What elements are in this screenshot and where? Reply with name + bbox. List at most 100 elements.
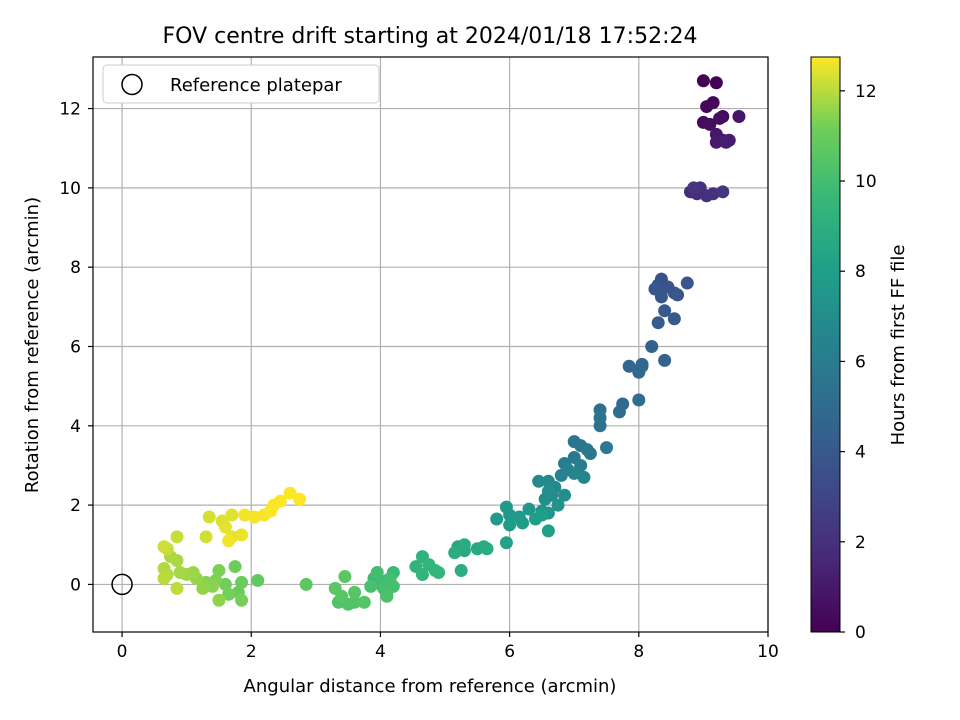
data-point xyxy=(658,353,672,367)
colorbar-tick-label: 10 xyxy=(855,172,877,192)
data-point xyxy=(357,595,371,609)
data-point xyxy=(170,530,184,544)
data-point xyxy=(348,585,362,599)
data-point xyxy=(457,538,471,552)
data-point xyxy=(202,510,216,524)
data-point xyxy=(600,441,614,455)
y-tick-label: 4 xyxy=(70,417,81,437)
data-point xyxy=(671,288,685,302)
colorbar-label: Hours from first FF file xyxy=(888,245,909,446)
y-ticks: 0 2 4 6 8 10 12 xyxy=(59,100,93,595)
data-point xyxy=(222,587,236,601)
data-point xyxy=(273,494,287,508)
data-point xyxy=(196,581,210,595)
data-point xyxy=(706,187,720,201)
data-point xyxy=(235,593,249,607)
plot-frame xyxy=(92,56,769,633)
data-point xyxy=(593,411,607,425)
data-point xyxy=(709,76,723,90)
data-point xyxy=(541,524,555,538)
data-point xyxy=(645,339,659,353)
data-point xyxy=(293,492,307,506)
data-point xyxy=(235,528,249,542)
y-tick-label: 6 xyxy=(70,337,81,357)
colorbar-tick-label: 2 xyxy=(855,533,866,553)
data-point xyxy=(490,512,504,526)
data-point xyxy=(173,566,187,580)
x-tick-label: 10 xyxy=(757,642,779,662)
data-point xyxy=(632,393,646,407)
data-point xyxy=(328,581,342,595)
data-point xyxy=(522,502,536,516)
data-points xyxy=(157,74,746,611)
data-point xyxy=(218,520,232,534)
data-point xyxy=(503,518,517,532)
data-point xyxy=(719,135,733,149)
data-point xyxy=(251,573,265,587)
data-point xyxy=(157,540,171,554)
data-point xyxy=(212,564,226,578)
data-point xyxy=(432,566,446,580)
data-point xyxy=(554,468,568,482)
colorbar-tick-label: 4 xyxy=(855,443,866,463)
colorbar-tick-label: 8 xyxy=(855,262,866,282)
data-point xyxy=(516,516,530,530)
colorbar-tick-label: 0 xyxy=(855,623,866,643)
data-point xyxy=(651,316,665,330)
legend-box xyxy=(102,64,380,104)
data-point xyxy=(380,589,394,603)
data-point xyxy=(687,181,701,195)
x-tick-label: 0 xyxy=(117,642,128,662)
data-point xyxy=(222,534,236,548)
data-point xyxy=(622,359,636,373)
data-point xyxy=(235,575,249,589)
legend: Reference platepar xyxy=(102,64,380,104)
data-point xyxy=(247,510,261,524)
data-point xyxy=(480,542,494,556)
data-point xyxy=(386,579,400,593)
reference-marker xyxy=(111,573,133,596)
data-point xyxy=(551,498,565,512)
data-point xyxy=(348,595,362,609)
data-point xyxy=(238,508,252,522)
x-ticks: 0 2 4 6 8 10 xyxy=(117,632,779,662)
y-tick-label: 12 xyxy=(59,100,81,120)
data-point xyxy=(709,135,723,149)
data-point xyxy=(205,579,219,593)
legend-marker-reference xyxy=(121,73,143,96)
data-point xyxy=(228,560,242,574)
y-tick-label: 8 xyxy=(70,258,81,278)
data-point xyxy=(577,470,591,484)
data-point xyxy=(700,100,714,114)
y-tick-label: 0 xyxy=(70,575,81,595)
data-point xyxy=(299,577,313,591)
data-point xyxy=(635,359,649,373)
data-point xyxy=(448,546,462,560)
data-point xyxy=(648,282,662,296)
data-point xyxy=(415,568,429,581)
data-point xyxy=(680,276,694,290)
colorbar-gradient xyxy=(810,56,841,633)
x-tick-label: 2 xyxy=(246,642,257,662)
data-point xyxy=(713,111,727,125)
x-tick-label: 6 xyxy=(504,642,515,662)
y-tick-label: 10 xyxy=(59,179,81,199)
data-point xyxy=(703,117,717,131)
data-point xyxy=(212,593,226,607)
data-point xyxy=(170,581,184,595)
data-point xyxy=(732,109,746,123)
x-tick-label: 8 xyxy=(633,642,644,662)
colorbar: 0 2 4 6 8 10 12 Hours from first FF file xyxy=(810,56,909,643)
data-point xyxy=(157,571,171,585)
data-point xyxy=(667,312,681,326)
data-point xyxy=(532,474,546,488)
data-point xyxy=(283,486,297,500)
chart-title: FOV centre drift starting at 2024/01/18 … xyxy=(163,24,698,49)
data-point xyxy=(612,405,626,419)
data-point xyxy=(199,530,213,544)
data-point xyxy=(583,447,597,461)
legend-entry-reference: Reference platepar xyxy=(170,75,342,96)
x-axis-label: Angular distance from reference (arcmin) xyxy=(244,676,617,697)
data-point xyxy=(696,74,710,88)
